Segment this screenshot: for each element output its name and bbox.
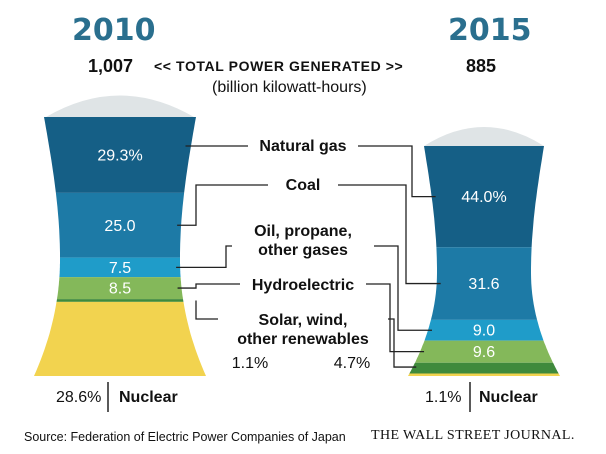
value-label-2015-coal: 31.6	[468, 276, 499, 293]
publisher-logo: THE WALL STREET JOURNAL.	[371, 428, 575, 443]
value-label-2010-natural-gas: 29.3%	[97, 147, 142, 164]
leader-2015-renewables	[388, 318, 417, 368]
leader-2015-hydro	[366, 283, 425, 353]
leader-2015-natural-gas	[358, 145, 436, 198]
category-label-renewables-line1: Solar, wind,	[258, 312, 348, 329]
nuclear-2010-label: Nuclear	[119, 389, 178, 407]
value-label-2015-hydro: 9.6	[473, 344, 495, 361]
total-2010-value: 1,007	[88, 56, 134, 76]
tower-2010-segment-coal	[55, 192, 185, 258]
tower-2015-segment-natural-gas	[424, 146, 544, 248]
tower-2010-segment-natural-gas	[44, 117, 196, 193]
year-2010-heading: 2010	[72, 13, 156, 48]
nuclear-2010-label-text: Nuclear	[119, 389, 178, 406]
tower-2015-segment-renewables	[409, 362, 559, 374]
total-2015-value: 885	[466, 56, 497, 76]
leader-2010-renewables	[195, 300, 218, 320]
value-label-2015-oil: 9.0	[473, 323, 495, 340]
category-label-oil: Oil, propane, other gases	[232, 222, 374, 260]
category-label-oil-line2: other gases	[258, 242, 348, 259]
value-label-2010-hydro: 8.5	[109, 281, 131, 298]
category-label-natural-gas: Natural gas	[259, 138, 347, 155]
tower-2010-segment-renewables	[56, 299, 184, 302]
value-label-2010-renewables: 1.1%	[232, 355, 268, 372]
leader-2010-hydro	[177, 283, 240, 289]
tower-2015-segment-coal	[430, 247, 538, 320]
category-label-renewables-line2: other renewables	[237, 331, 369, 348]
category-label-hydro: Hydroelectric	[251, 277, 355, 294]
total-power-label: << TOTAL POWER GENERATED >>	[154, 58, 404, 74]
leader-2015-coal	[338, 184, 441, 285]
steam-cloud-2015	[424, 127, 544, 146]
category-label-oil-line1: Oil, propane,	[254, 223, 352, 240]
tower-2010-segment-oil	[59, 257, 181, 278]
tower-2015-segment-oil	[424, 319, 544, 341]
nuclear-2010-value: 28.6%	[56, 389, 102, 406]
tower-2015-segment-hydro	[415, 340, 553, 363]
value-label-2010-coal: 25.0	[104, 218, 135, 235]
nuclear-2015-label: Nuclear	[479, 389, 538, 407]
tower-2010-segment-nuclear	[34, 301, 206, 376]
nuclear-2015-value: 1.1%	[425, 389, 462, 406]
leader-2015-oil	[374, 245, 432, 331]
tower-2010-segment-hydro	[57, 277, 183, 300]
value-label-2015-renewables: 4.7%	[334, 355, 370, 372]
category-label-renewables: Solar, wind, other renewables	[218, 311, 388, 349]
year-2015-heading: 2015	[448, 13, 532, 48]
steam-cloud-2010	[46, 95, 194, 117]
category-label-coal: Coal	[285, 177, 321, 194]
nuclear-2015-label-text: Nuclear	[479, 389, 538, 406]
units-label: (billion kilowatt-hours)	[212, 79, 367, 96]
value-label-2015-natural-gas: 44.0%	[461, 189, 506, 206]
source-note: Source: Federation of Electric Power Com…	[24, 430, 346, 444]
value-label-2010-oil: 7.5	[109, 260, 131, 277]
leader-2010-oil	[176, 245, 232, 268]
leader-2010-coal	[177, 184, 268, 226]
tower-2015-segment-nuclear	[408, 373, 560, 376]
